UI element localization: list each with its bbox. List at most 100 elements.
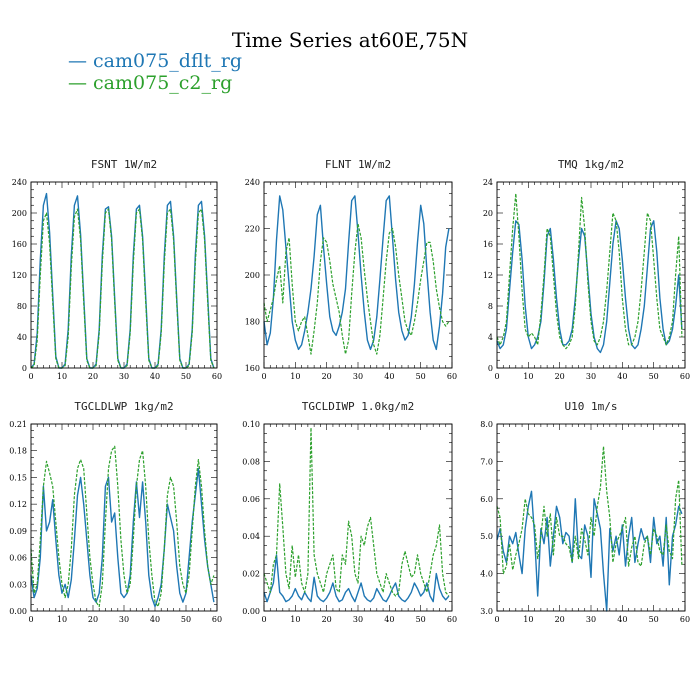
plot-frame [263, 181, 453, 369]
x-tick-label: 10 [523, 615, 533, 624]
plot-frame [263, 423, 453, 612]
x-tick-label: 50 [181, 615, 191, 624]
x-tick-label: 60 [212, 615, 222, 624]
x-tick-label: 30 [353, 615, 363, 624]
series-line-0 [30, 467, 215, 608]
y-tick-label: 3.0 [480, 607, 493, 616]
y-tick-label: 5.0 [480, 532, 493, 541]
x-tick-label: 40 [384, 615, 394, 624]
series-line-1 [496, 445, 683, 575]
x-tick-label: 60 [447, 615, 457, 624]
chart-panel-5: U10 1m/s 0 10 20 30 40 50 60 3.0 4.0 5.0 6.0 7.0 8.0 [480, 400, 690, 624]
y-tick-label: 240 [12, 178, 27, 187]
y-tick-label: 0.12 [9, 500, 27, 509]
y-tick-label: 120 [12, 271, 27, 280]
y-tick-label: 160 [12, 240, 27, 249]
plot-frame [30, 181, 218, 369]
chart-title: U10 1m/s [565, 400, 618, 413]
x-tick-label: 10 [523, 372, 533, 381]
plot-frame [30, 423, 218, 612]
page-title: Time Series at60E,75N [231, 28, 469, 52]
chart-title: FSNT 1W/m2 [91, 158, 157, 171]
x-tick-label: 50 [416, 372, 426, 381]
y-tick-label: 0.02 [242, 570, 260, 579]
x-tick-label: 20 [322, 372, 332, 381]
y-tick-label: 8 [488, 302, 493, 311]
chart-title: TGCLDLWP 1kg/m2 [74, 400, 173, 413]
y-tick-label: 6.0 [480, 495, 493, 504]
series-line-1 [263, 223, 450, 355]
x-tick-label: 40 [150, 372, 160, 381]
y-tick-label: 0.00 [9, 607, 27, 616]
series-line-1 [496, 193, 683, 350]
x-tick-label: 50 [181, 372, 191, 381]
y-tick-label: 7.0 [480, 457, 493, 466]
y-tick-label: 240 [245, 178, 260, 187]
y-tick-label: 0.06 [9, 554, 27, 563]
y-tick-label: 0 [22, 364, 27, 373]
series-line-1 [30, 208, 215, 369]
series-line-1 [263, 427, 450, 597]
x-tick-label: 0 [28, 615, 33, 624]
y-tick-label: 40 [17, 333, 27, 342]
y-tick-label: 4.0 [480, 570, 493, 579]
y-tick-label: 0.10 [242, 420, 260, 429]
y-tick-label: 160 [245, 364, 260, 373]
y-tick-label: 200 [245, 271, 260, 280]
y-tick-label: 16 [483, 240, 493, 249]
series-line-0 [30, 192, 215, 369]
plot-frame [496, 423, 686, 612]
x-tick-label: 40 [384, 372, 394, 381]
x-tick-label: 0 [261, 615, 266, 624]
chart-panel-0: FSNT 1W/m2 0 10 20 30 40 50 60 0 40 80 120 160 200 240 [12, 158, 222, 381]
x-tick-label: 30 [586, 615, 596, 624]
y-tick-label: 0.08 [242, 457, 260, 466]
x-tick-label: 0 [261, 372, 266, 381]
chart-panel-2: TMQ 1kg/m2 0 10 20 30 40 50 60 0 4 8 12 16 20 24 [483, 158, 690, 381]
y-tick-label: 0.06 [242, 495, 260, 504]
chart-panel-1: FLNT 1W/m2 0 10 20 30 40 50 60 160 180 200 220 240 [245, 158, 457, 381]
y-tick-label: 0.15 [9, 473, 27, 482]
chart-title: TMQ 1kg/m2 [558, 158, 624, 171]
y-tick-label: 0.00 [242, 607, 260, 616]
y-tick-label: 0.04 [242, 532, 260, 541]
x-tick-label: 20 [322, 615, 332, 624]
y-tick-label: 80 [17, 302, 27, 311]
series-line-0 [263, 554, 450, 603]
chart-panel-3: TGCLDLWP 1kg/m2 0 10 20 30 40 50 60 0.00 0.03 0.06… [9, 400, 222, 624]
x-tick-label: 40 [617, 615, 627, 624]
y-tick-label: 0 [488, 364, 493, 373]
x-tick-label: 60 [212, 372, 222, 381]
chart-title: TGCLDIWP 1.0kg/m2 [302, 400, 415, 413]
y-tick-label: 0.21 [9, 420, 27, 429]
x-tick-label: 60 [680, 372, 690, 381]
chart-panel-4: TGCLDIWP 1.0kg/m2 0 10 20 30 40 50 60 0.00 0.02 0.… [242, 400, 457, 624]
x-tick-label: 0 [28, 372, 33, 381]
x-tick-label: 30 [119, 372, 129, 381]
x-tick-label: 40 [617, 372, 627, 381]
series-line-0 [496, 490, 683, 612]
x-tick-label: 60 [680, 615, 690, 624]
y-tick-label: 4 [488, 333, 493, 342]
x-tick-label: 0 [494, 615, 499, 624]
y-tick-label: 0.09 [9, 527, 27, 536]
y-tick-label: 20 [483, 209, 493, 218]
x-tick-label: 50 [649, 372, 659, 381]
x-tick-label: 50 [416, 615, 426, 624]
chart-title: FLNT 1W/m2 [325, 158, 391, 171]
x-tick-label: 10 [57, 372, 67, 381]
x-tick-label: 20 [88, 615, 98, 624]
x-tick-label: 20 [555, 615, 565, 624]
y-tick-label: 0.03 [9, 580, 27, 589]
x-tick-label: 50 [649, 615, 659, 624]
plot-frame [496, 181, 686, 369]
series-line-0 [263, 195, 450, 351]
y-tick-label: 8.0 [480, 420, 493, 429]
x-tick-label: 20 [555, 372, 565, 381]
y-tick-label: 200 [12, 209, 27, 218]
x-tick-label: 30 [586, 372, 596, 381]
series-line-0 [496, 220, 683, 354]
x-tick-label: 40 [150, 615, 160, 624]
y-tick-label: 220 [245, 225, 260, 234]
x-tick-label: 20 [88, 372, 98, 381]
